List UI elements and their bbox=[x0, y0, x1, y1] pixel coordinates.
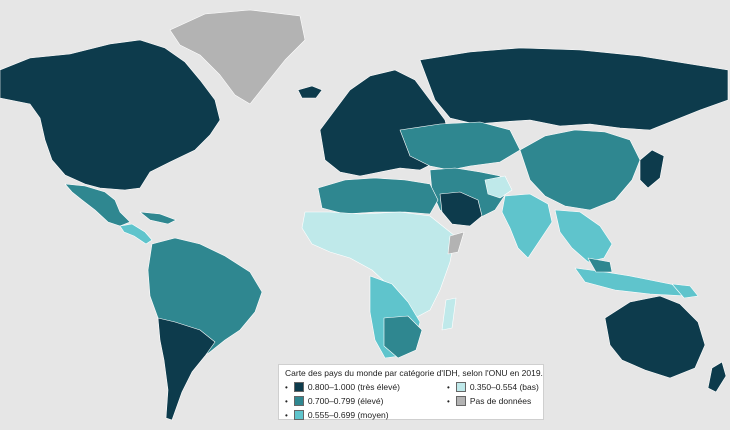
region-south-asia bbox=[501, 193, 553, 259]
region-somalia bbox=[447, 231, 465, 255]
region-arabia bbox=[439, 191, 483, 227]
region-png bbox=[671, 283, 699, 299]
legend-label-low: 0.350–0.554 (bas) bbox=[469, 382, 539, 392]
legend-item-low: • 0.350–0.554 (bas) bbox=[447, 381, 543, 393]
region-mexico bbox=[64, 183, 131, 227]
region-new-zealand bbox=[707, 361, 727, 393]
legend-grid: • 0.800–1.000 (très élevé) • 0.350–0.554… bbox=[285, 381, 539, 421]
region-australia bbox=[604, 295, 706, 379]
region-sub-saharan-africa bbox=[301, 211, 456, 319]
region-central-america bbox=[119, 223, 153, 245]
bullet-icon: • bbox=[285, 410, 288, 420]
region-north-america bbox=[0, 39, 221, 191]
region-russia bbox=[419, 47, 729, 131]
region-south-africa bbox=[383, 315, 423, 359]
legend-item-high: • 0.700–0.799 (élevé) bbox=[285, 395, 447, 407]
region-greenland bbox=[169, 9, 306, 105]
legend-label-high: 0.700–0.799 (élevé) bbox=[307, 396, 384, 406]
legend-item-very-high: • 0.800–1.000 (très élevé) bbox=[285, 381, 447, 393]
legend-label-medium: 0.555–0.699 (moyen) bbox=[307, 410, 389, 420]
legend-label-very-high: 0.800–1.000 (très élevé) bbox=[307, 382, 400, 392]
legend-label-no-data: Pas de données bbox=[469, 396, 532, 406]
region-southeast-asia bbox=[554, 209, 613, 263]
region-iceland bbox=[297, 85, 323, 99]
region-china bbox=[519, 129, 641, 211]
map-legend: Carte des pays du monde par catégorie d'… bbox=[278, 364, 544, 420]
bullet-icon: • bbox=[285, 382, 288, 392]
legend-title: Carte des pays du monde par catégorie d'… bbox=[285, 368, 543, 378]
legend-swatch-no-data bbox=[455, 396, 466, 406]
region-southern-cone bbox=[157, 317, 216, 421]
legend-swatch-high bbox=[293, 396, 304, 406]
legend-swatch-medium bbox=[293, 410, 304, 420]
legend-swatch-low bbox=[455, 382, 466, 392]
bullet-icon: • bbox=[447, 396, 450, 406]
region-malaysia bbox=[587, 257, 613, 273]
region-madagascar bbox=[441, 297, 457, 331]
legend-item-no-data: • Pas de données bbox=[447, 395, 543, 407]
region-indonesia bbox=[574, 267, 691, 297]
region-north-africa bbox=[317, 177, 439, 215]
region-afghanistan bbox=[484, 175, 513, 199]
region-caribbean bbox=[139, 211, 177, 225]
legend-item-medium: • 0.555–0.699 (moyen) bbox=[285, 409, 447, 421]
bullet-icon: • bbox=[285, 396, 288, 406]
region-central-asia bbox=[399, 121, 521, 171]
legend-swatch-very-high bbox=[293, 382, 304, 392]
bullet-icon: • bbox=[447, 382, 450, 392]
region-japan bbox=[639, 149, 665, 189]
